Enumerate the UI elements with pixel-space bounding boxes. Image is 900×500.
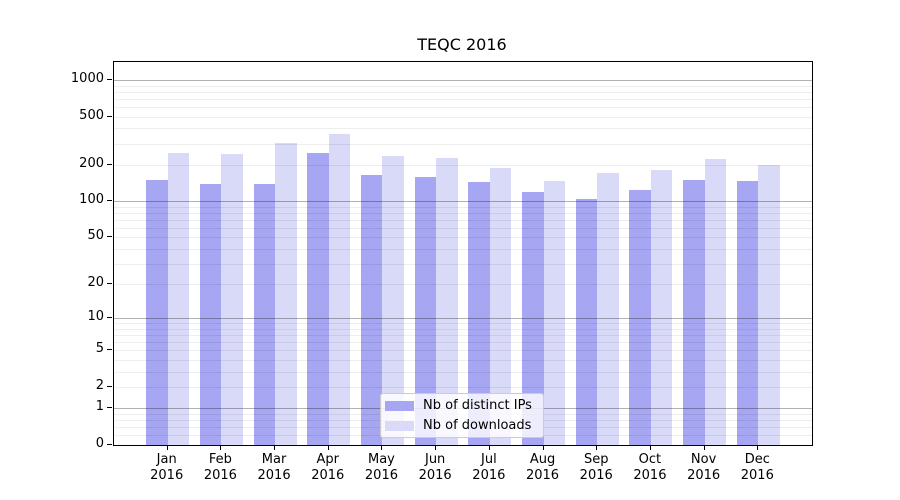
x-tick-label-nov: Nov 2016 [687,452,721,483]
bar-downloads-sep [597,173,619,445]
y-tick-label-1000: 1000 [70,71,104,87]
bar-distinct-ips-jul [468,181,490,445]
bar-downloads-feb [221,154,243,445]
legend-item-downloads: Nb of downloads [385,417,537,434]
bar-distinct-ips-may [360,175,383,445]
x-tick-label-oct: Oct 2016 [633,452,667,483]
y-tick-mark-200 [107,163,112,165]
y-tick-mark-500 [107,115,112,117]
bar-downloads-nov [704,158,727,445]
y-tick-label-100: 100 [79,192,104,208]
x-tick-label-dec: Dec 2016 [740,452,774,483]
x-tick-mark-jul [488,445,490,450]
y-tick-label-20: 20 [87,275,104,291]
plot-area: Nb of distinct IPs Nb of downloads [113,61,813,446]
bar-distinct-ips-apr [307,153,329,445]
bar-distinct-ips-oct [629,189,651,445]
y-tick-mark-2 [107,385,112,387]
bar-downloads-oct [650,170,673,445]
x-tick-mark-mar [274,445,276,450]
y-tick-label-1: 1 [95,399,104,415]
y-tick-mark-10 [107,317,112,319]
legend-swatch-downloads [385,420,414,431]
x-tick-label-may: May 2016 [364,452,398,483]
bars-layer [114,62,812,445]
x-tick-label-jul: Jul 2016 [472,452,506,483]
bar-downloads-jan [167,153,190,445]
x-tick-label-jan: Jan 2016 [150,452,184,483]
x-tick-label-mar: Mar 2016 [257,452,291,483]
chart-title: TEQC 2016 [417,35,507,54]
legend: Nb of distinct IPs Nb of downloads [380,393,544,438]
bar-distinct-ips-feb [199,183,222,445]
y-tick-mark-0 [107,444,112,445]
legend-swatch-distinct-ips [385,400,414,411]
x-tick-mark-sep [596,445,598,450]
x-tick-mark-dec [757,445,759,450]
y-tick-mark-1 [107,407,112,409]
bar-downloads-jul [489,167,512,445]
x-tick-mark-jan [166,445,168,450]
y-tick-label-2: 2 [95,377,104,393]
legend-item-distinct-ips: Nb of distinct IPs [385,397,537,414]
y-tick-mark-100 [107,200,112,202]
y-tick-label-10: 10 [87,309,104,325]
y-tick-mark-20 [107,283,112,285]
y-tick-label-5: 5 [95,341,104,357]
x-tick-mark-may [381,445,383,450]
y-tick-mark-1000 [107,79,112,81]
x-tick-mark-jun [435,445,437,450]
bar-distinct-ips-nov [683,180,705,445]
x-tick-mark-apr [327,445,329,450]
bar-distinct-ips-sep [575,198,598,445]
y-tick-label-500: 500 [79,107,104,123]
bar-distinct-ips-jan [146,180,168,445]
y-tick-label-50: 50 [87,228,104,244]
bar-downloads-mar [275,142,297,445]
x-tick-label-aug: Aug 2016 [525,452,560,483]
bar-downloads-jun [436,157,458,445]
bar-distinct-ips-dec [736,180,759,445]
bar-distinct-ips-aug [522,191,544,445]
bar-downloads-apr [328,133,351,445]
x-tick-label-jun: Jun 2016 [418,452,452,483]
x-tick-label-feb: Feb 2016 [203,452,237,483]
bar-downloads-may [382,156,404,445]
x-tick-mark-nov [703,445,705,450]
y-tick-label-0: 0 [95,436,104,451]
y-tick-mark-5 [107,349,112,351]
legend-label-distinct-ips: Nb of distinct IPs [423,397,532,413]
x-tick-label-apr: Apr 2016 [311,452,345,483]
x-tick-mark-aug [542,445,544,450]
bar-downloads-aug [543,180,565,445]
y-tick-label-200: 200 [79,155,104,171]
x-tick-label-sep: Sep 2016 [579,452,613,483]
x-tick-mark-oct [649,445,651,450]
legend-label-downloads: Nb of downloads [423,417,532,433]
x-tick-mark-feb [220,445,222,450]
y-tick-mark-50 [107,236,112,238]
bar-distinct-ips-mar [253,183,276,445]
bar-distinct-ips-jun [414,176,437,445]
bar-downloads-dec [758,164,780,445]
